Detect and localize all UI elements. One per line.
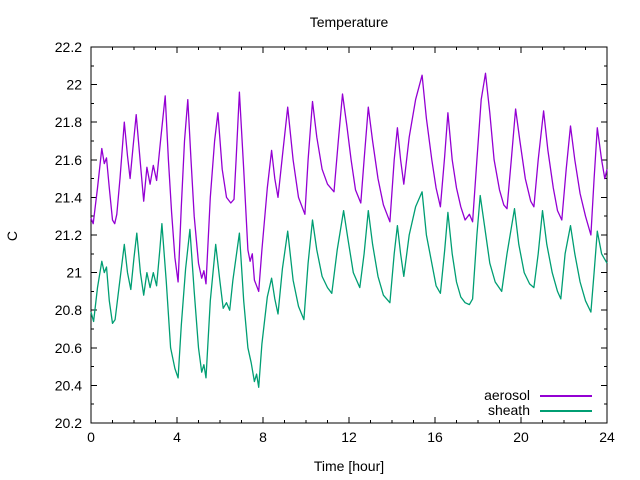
y-tick-label: 20.2 xyxy=(55,415,82,431)
y-tick-label: 21.8 xyxy=(55,114,82,130)
x-tick-label: 12 xyxy=(341,429,357,445)
y-tick-label: 21.2 xyxy=(55,227,82,243)
x-axis-label: Time [hour] xyxy=(313,458,385,474)
legend-entry-aerosol: aerosol xyxy=(484,388,592,403)
x-tick-label: 24 xyxy=(599,429,615,445)
y-tick-label: 21.6 xyxy=(55,152,82,168)
legend: aerosol sheath xyxy=(484,388,592,418)
x-tick-label: 16 xyxy=(427,429,443,445)
legend-line-sample-aerosol xyxy=(540,394,592,397)
series-line-aerosol xyxy=(90,72,608,293)
y-tick-label: 20.4 xyxy=(55,377,82,393)
legend-line-sample-sheath xyxy=(540,409,592,412)
chart-title: Temperature xyxy=(309,14,389,30)
y-tick-label: 22.2 xyxy=(55,39,82,55)
x-tick-label: 4 xyxy=(173,429,181,445)
series-line-sheath xyxy=(90,191,608,388)
plot-border xyxy=(90,46,608,424)
legend-entry-sheath: sheath xyxy=(484,403,592,418)
y-tick-label: 22 xyxy=(66,77,82,93)
y-tick-label: 20.8 xyxy=(55,302,82,318)
x-tick-label: 8 xyxy=(259,429,267,445)
legend-label-aerosol: aerosol xyxy=(484,387,530,403)
y-tick-label: 20.6 xyxy=(55,340,82,356)
y-tick-label: 21.4 xyxy=(55,189,82,205)
x-tick-label: 0 xyxy=(87,429,95,445)
x-tick-label: 20 xyxy=(513,429,529,445)
y-tick-label: 21 xyxy=(66,265,82,281)
legend-label-sheath: sheath xyxy=(487,402,530,418)
